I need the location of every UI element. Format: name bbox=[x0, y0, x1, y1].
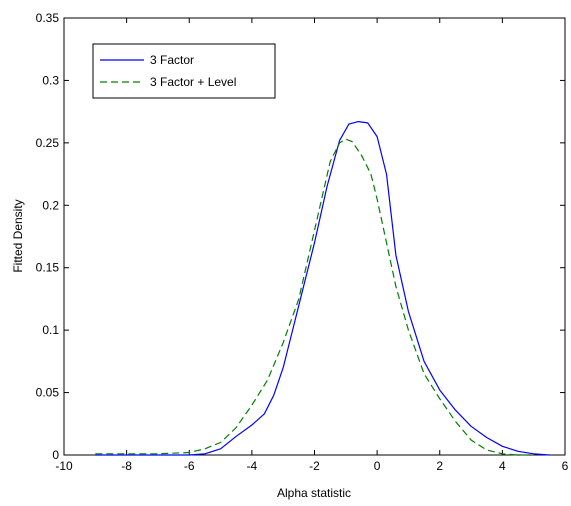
legend-label-3-factor-level: 3 Factor + Level bbox=[150, 75, 236, 89]
y-tick-label: 0.3 bbox=[42, 73, 59, 87]
x-axis-label: Alpha statistic bbox=[277, 486, 351, 500]
legend-label-3-factor: 3 Factor bbox=[150, 53, 194, 67]
y-axis-label: Fitted Density bbox=[11, 199, 25, 272]
x-tick-label: 4 bbox=[499, 459, 506, 473]
y-tick-label: 0.05 bbox=[36, 386, 60, 400]
y-tick-label: 0.15 bbox=[36, 261, 60, 275]
series-line-3-factor-level bbox=[95, 138, 534, 456]
series-line-3-factor bbox=[95, 120, 550, 456]
x-tick-label: -10 bbox=[55, 459, 73, 473]
x-tick-label: 0 bbox=[374, 459, 381, 473]
y-tick-label: 0.35 bbox=[36, 11, 60, 25]
x-tick-label: -2 bbox=[309, 459, 320, 473]
x-tick-label: -8 bbox=[121, 459, 132, 473]
y-tick-label: 0.2 bbox=[42, 198, 59, 212]
x-tick-label: 6 bbox=[562, 459, 569, 473]
y-axis-ticks: 0 0.05 0.1 0.15 0.2 0.25 0.3 0.35 bbox=[36, 11, 565, 462]
y-tick-label: 0 bbox=[52, 448, 59, 462]
legend-box bbox=[92, 43, 276, 99]
x-tick-label: 2 bbox=[436, 459, 443, 473]
y-tick-label: 0.25 bbox=[36, 136, 60, 150]
series-lines bbox=[95, 120, 550, 456]
x-tick-label: -4 bbox=[247, 459, 258, 473]
legend: 3 Factor 3 Factor + Level bbox=[92, 43, 276, 99]
y-tick-label: 0.1 bbox=[42, 323, 59, 337]
x-tick-label: -6 bbox=[184, 459, 195, 473]
x-axis-ticks: -10 -8 -6 -4 -2 0 2 4 6 bbox=[55, 18, 569, 473]
